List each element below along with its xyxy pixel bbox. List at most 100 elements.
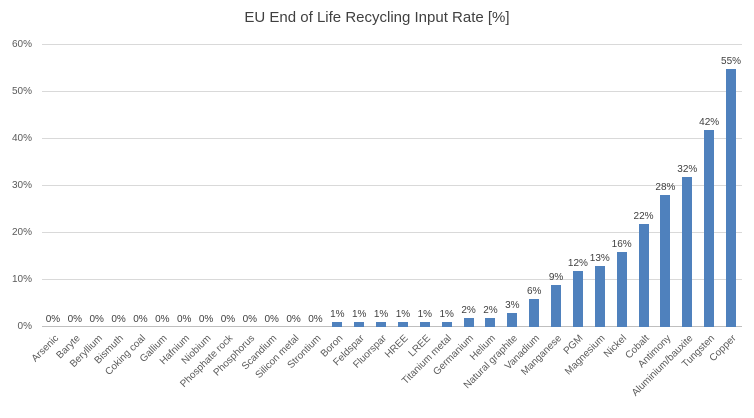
bar-value-label: 0%: [264, 314, 279, 325]
bar-value-label: 0%: [89, 314, 104, 325]
bar-value-label: 22%: [633, 210, 654, 222]
bar-value-label: 1%: [330, 309, 345, 321]
y-tick-label: 40%: [11, 133, 32, 145]
bar-column: 0%: [64, 45, 86, 327]
bar: [354, 322, 365, 327]
bar-value-label: 28%: [655, 182, 676, 194]
bar-column: 0%: [151, 45, 173, 327]
bar-value-label: 0%: [176, 314, 192, 325]
bar-column: 9%: [545, 45, 567, 327]
bar-value-label: 1%: [351, 309, 367, 321]
bar-column: 1%: [414, 45, 436, 327]
bar: [572, 270, 583, 327]
bar-column: 42%: [698, 45, 720, 327]
bar-value-label: 9%: [548, 271, 564, 283]
bar-column: 1%: [348, 45, 370, 327]
bar-column: 1%: [370, 45, 392, 327]
bar: [376, 322, 387, 327]
bar-value-label: 1%: [417, 309, 433, 321]
bar: [332, 322, 343, 327]
bar-value-label: 0%: [198, 314, 214, 325]
bar: [507, 312, 518, 327]
bar-column: 0%: [42, 45, 64, 327]
x-axis-labels: Arsenic Baryte Beryllium Bismuth Coking coal…: [29, 330, 742, 416]
bar-value-label: 0%: [242, 314, 258, 325]
bar-column: 1%: [436, 45, 458, 327]
y-tick-label: 60%: [11, 39, 32, 50]
gridline: [42, 232, 742, 233]
bar-column: 0%: [283, 45, 305, 327]
bar-value-label: 0%: [67, 314, 83, 325]
x-axis-line: [42, 326, 742, 327]
bar: [616, 251, 627, 327]
bar-column: 22%: [633, 45, 655, 327]
bar-value-label: 12%: [567, 257, 588, 269]
bar-value-label: 13%: [589, 252, 610, 264]
bar-column: 16%: [611, 45, 633, 327]
y-tick-label: 20%: [11, 227, 32, 239]
bar: [638, 223, 649, 327]
x-tick-label: Arsenic: [29, 333, 61, 365]
bars: 0% 0% 0% 0% 0% 0% 0% 0% 0% 0% 0% 0% 0% 1% 1% 1% 1% 1% 1% 2%…: [42, 45, 742, 327]
bar: [704, 129, 715, 327]
bar: [594, 265, 605, 327]
bar-column: 32%: [676, 45, 698, 327]
bar-column: 0%: [173, 45, 195, 327]
bar-value-label: 32%: [677, 163, 698, 175]
bar-column: 12%: [567, 45, 589, 327]
gridline: [42, 44, 742, 45]
bar: [682, 176, 693, 327]
bar-column: 0%: [239, 45, 261, 327]
chart-title: EU End of Life Recycling Input Rate [%]: [244, 9, 510, 26]
bar-value-label: 55%: [721, 55, 742, 67]
bar: [529, 298, 540, 327]
bar-column: 0%: [261, 45, 283, 327]
bar-column: 1%: [326, 45, 348, 327]
y-tick-label: 0%: [17, 321, 32, 332]
y-tick-label: 30%: [11, 180, 32, 191]
bar-value-label: 1%: [373, 309, 389, 321]
bar-value-label: 0%: [286, 314, 301, 325]
bar-column: 55%: [720, 45, 742, 327]
bar-value-label: 6%: [526, 285, 542, 297]
bar: [441, 322, 452, 327]
bar-value-label: 3%: [505, 299, 520, 311]
gridline: [42, 185, 742, 186]
bar-column: 1%: [392, 45, 414, 327]
bar-column: 0%: [108, 45, 130, 327]
x-tick-label: HREE: [383, 333, 411, 361]
bar-column: 0%: [305, 45, 327, 327]
bar-column: 0%: [86, 45, 108, 327]
bar-column: 0%: [195, 45, 217, 327]
y-tick-label: 50%: [11, 86, 32, 97]
bar-value-label: 16%: [611, 238, 632, 250]
bar: [726, 68, 737, 327]
bar-value-label: 2%: [461, 304, 476, 316]
bar-column: 6%: [523, 45, 545, 327]
gridline: [42, 138, 742, 139]
plot-area: 0% 0% 0% 0% 0% 0% 0% 0% 0% 0% 0% 0% 0% 1% 1% 1% 1% 1% 1% 2%…: [42, 44, 742, 327]
bar: [419, 322, 430, 327]
bar-column: 13%: [589, 45, 611, 327]
gridlines: [42, 44, 742, 327]
bar-value-label: 0%: [45, 314, 61, 325]
bar-column: 0%: [130, 45, 152, 327]
y-axis: 0% 10% 20% 30% 40% 50% 60%: [0, 39, 38, 332]
bar-value-label: 0%: [308, 314, 323, 325]
bar: [551, 284, 562, 327]
bar-value-label: 0%: [133, 314, 148, 325]
bar: [485, 317, 496, 327]
bar-column: 2%: [458, 45, 480, 327]
bar-value-label: 0%: [111, 314, 126, 325]
bar-column: 28%: [655, 45, 677, 327]
bar: [660, 195, 671, 327]
bar-value-label: 2%: [483, 304, 498, 316]
bar-value-label: 0%: [155, 314, 170, 325]
bar-column: 3%: [501, 45, 523, 327]
bar: [463, 317, 474, 327]
gridline: [42, 279, 742, 280]
bar-column: 0%: [217, 45, 239, 327]
bar-value-label: 0%: [220, 314, 236, 325]
y-tick-label: 10%: [11, 274, 32, 286]
